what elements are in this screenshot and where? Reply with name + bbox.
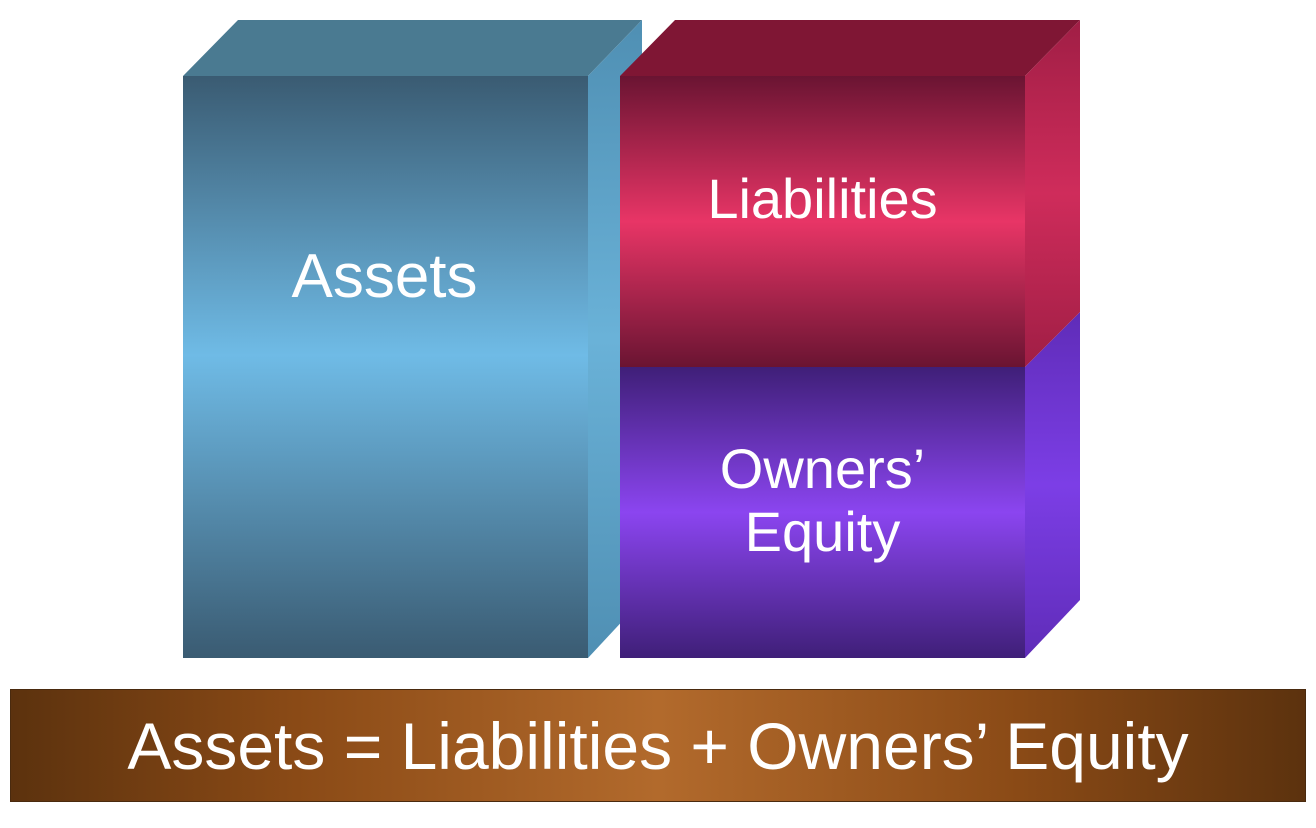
- assets-label: Assets: [291, 242, 478, 311]
- assets-block: [183, 20, 642, 658]
- owners-equity-label-line-1: Owners’: [719, 437, 926, 500]
- owners-equity-block: [620, 312, 1080, 658]
- liabilities-block-top-face: [620, 20, 1080, 76]
- liabilities-block-side-face: [1025, 20, 1080, 367]
- owners-equity-label-line-2: Equity: [744, 499, 901, 563]
- owners-equity-block-front-face: [620, 367, 1025, 658]
- assets-block-front-face: [183, 76, 588, 658]
- equation-banner: Assets = Liabilities + Owners’ Equity: [10, 689, 1306, 802]
- liabilities-block: [620, 20, 1080, 367]
- assets-block-top-face: [183, 20, 642, 76]
- liabilities-label: Liabilities: [707, 167, 938, 230]
- liabilities-block-front-face: [620, 76, 1025, 367]
- equation-text: Assets = Liabilities + Owners’ Equity: [127, 708, 1189, 783]
- owners-equity-block-side-face: [1025, 312, 1080, 658]
- owners-equity-label: Owners’ Equity: [620, 437, 1025, 563]
